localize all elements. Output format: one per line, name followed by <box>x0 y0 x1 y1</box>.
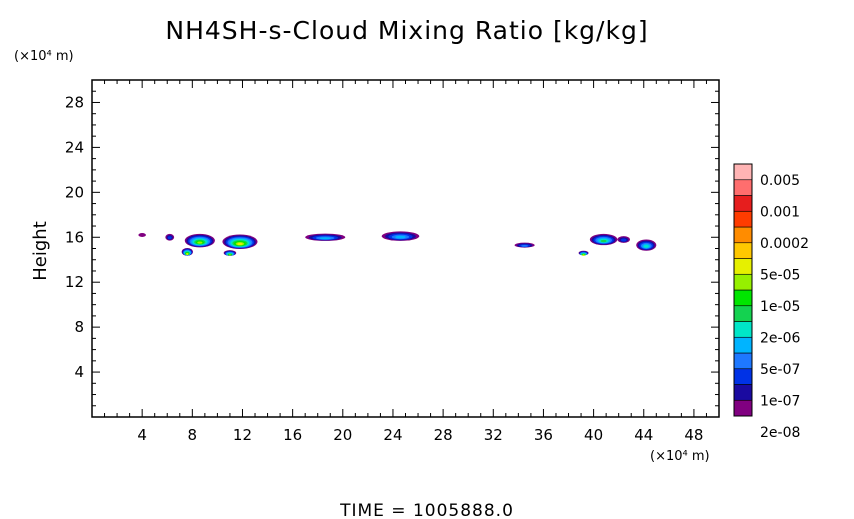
colorbar-label: 1e-07 <box>760 393 800 409</box>
colorbar-label: 0.0002 <box>760 236 809 252</box>
cloud-contour <box>237 242 243 246</box>
cloud-contour <box>643 245 649 248</box>
x-tick-label: 44 <box>634 426 653 444</box>
cloud-blob <box>138 233 146 237</box>
colorbar-frame <box>733 163 753 417</box>
y-tick-label: 4 <box>74 363 84 381</box>
x-tick-label: 36 <box>534 426 553 444</box>
x-tick-label: 12 <box>233 426 252 444</box>
colorbar-swatch <box>733 195 753 212</box>
cloud-blob <box>578 250 589 257</box>
y-tick-label: 12 <box>65 273 84 291</box>
colorbar-label: 5e-07 <box>760 362 800 378</box>
cloud-blob <box>617 236 630 243</box>
cloud-blob <box>222 234 258 250</box>
colorbar-label: 0.001 <box>760 204 800 220</box>
cloud-blob <box>636 239 657 251</box>
colorbar-swatch <box>733 163 753 181</box>
colorbar: 0.005 0.001 0.0002 5e-05 1e-05 2e-06 5e-07 1e-0… <box>733 163 809 441</box>
x-tick-label: 28 <box>434 426 453 444</box>
chart-title: NH4SH-s-Cloud Mixing Ratio [kg/kg] <box>165 16 648 45</box>
y-tick-label: 24 <box>65 138 84 156</box>
colorbar-swatch <box>733 352 753 370</box>
colorbar-swatch <box>733 321 753 338</box>
y-unit-label: (×10⁴ m) <box>14 49 74 64</box>
x-unit-label: (×10⁴ m) <box>650 449 710 464</box>
cloud-contour <box>197 241 203 244</box>
cloud-blob <box>165 233 175 241</box>
cloud-contour <box>521 245 529 247</box>
colorbar-swatch <box>733 258 753 275</box>
colorbar-swatch <box>733 273 753 291</box>
cloud-contour <box>319 237 331 240</box>
colorbar-label: 5e-05 <box>760 267 800 283</box>
colorbar-swatch <box>733 399 753 417</box>
colorbar-swatch <box>733 289 753 307</box>
time-footer: TIME = 1005888.0 <box>339 501 514 519</box>
cloud-contour <box>228 254 231 256</box>
cloud-blob <box>589 233 618 246</box>
x-tick-label: 40 <box>584 426 603 444</box>
cloud-blob <box>305 233 346 241</box>
cloud-contour <box>186 253 189 255</box>
y-tick-label: 16 <box>65 228 84 246</box>
y-axis-label: Height <box>30 221 51 281</box>
cloud-contour <box>620 238 627 242</box>
colorbar-swatch <box>733 210 753 228</box>
cloud-contour <box>167 236 172 240</box>
plot-frame <box>91 79 720 418</box>
x-tick-label: 4 <box>137 426 147 444</box>
cloud-contour <box>395 235 406 239</box>
y-tick-label: 8 <box>74 318 84 336</box>
x-tick-label: 24 <box>383 426 402 444</box>
cloud-blob <box>181 247 193 256</box>
cloud-contour <box>138 233 146 237</box>
colorbar-swatch <box>733 384 753 401</box>
colorbar-swatch <box>733 336 753 354</box>
colorbar-swatch <box>733 368 753 385</box>
colorbar-label: 2e-08 <box>760 425 800 441</box>
colorbar-label: 1e-05 <box>760 299 800 315</box>
y-tick-label: 28 <box>65 93 84 111</box>
cloud-field <box>138 231 657 257</box>
x-tick-label: 8 <box>188 426 198 444</box>
y-tick-label: 20 <box>65 183 84 201</box>
x-tick-label: 20 <box>333 426 352 444</box>
x-tick-label: 16 <box>283 426 302 444</box>
colorbar-label: 0.005 <box>760 173 800 189</box>
colorbar-swatch <box>733 242 753 259</box>
x-tick-label: 32 <box>484 426 503 444</box>
x-tick-label: 48 <box>684 426 703 444</box>
colorbar-swatch <box>733 305 753 322</box>
cloud-contour <box>600 239 607 243</box>
cloud-blob <box>381 231 420 241</box>
cloud-blob <box>514 242 535 248</box>
cloud-blob <box>223 250 237 256</box>
colorbar-swatch <box>733 179 753 196</box>
colorbar-label: 2e-06 <box>760 330 800 346</box>
colorbar-swatch <box>733 226 753 244</box>
cloud-blob <box>184 233 215 248</box>
cloud-contour <box>582 254 585 257</box>
